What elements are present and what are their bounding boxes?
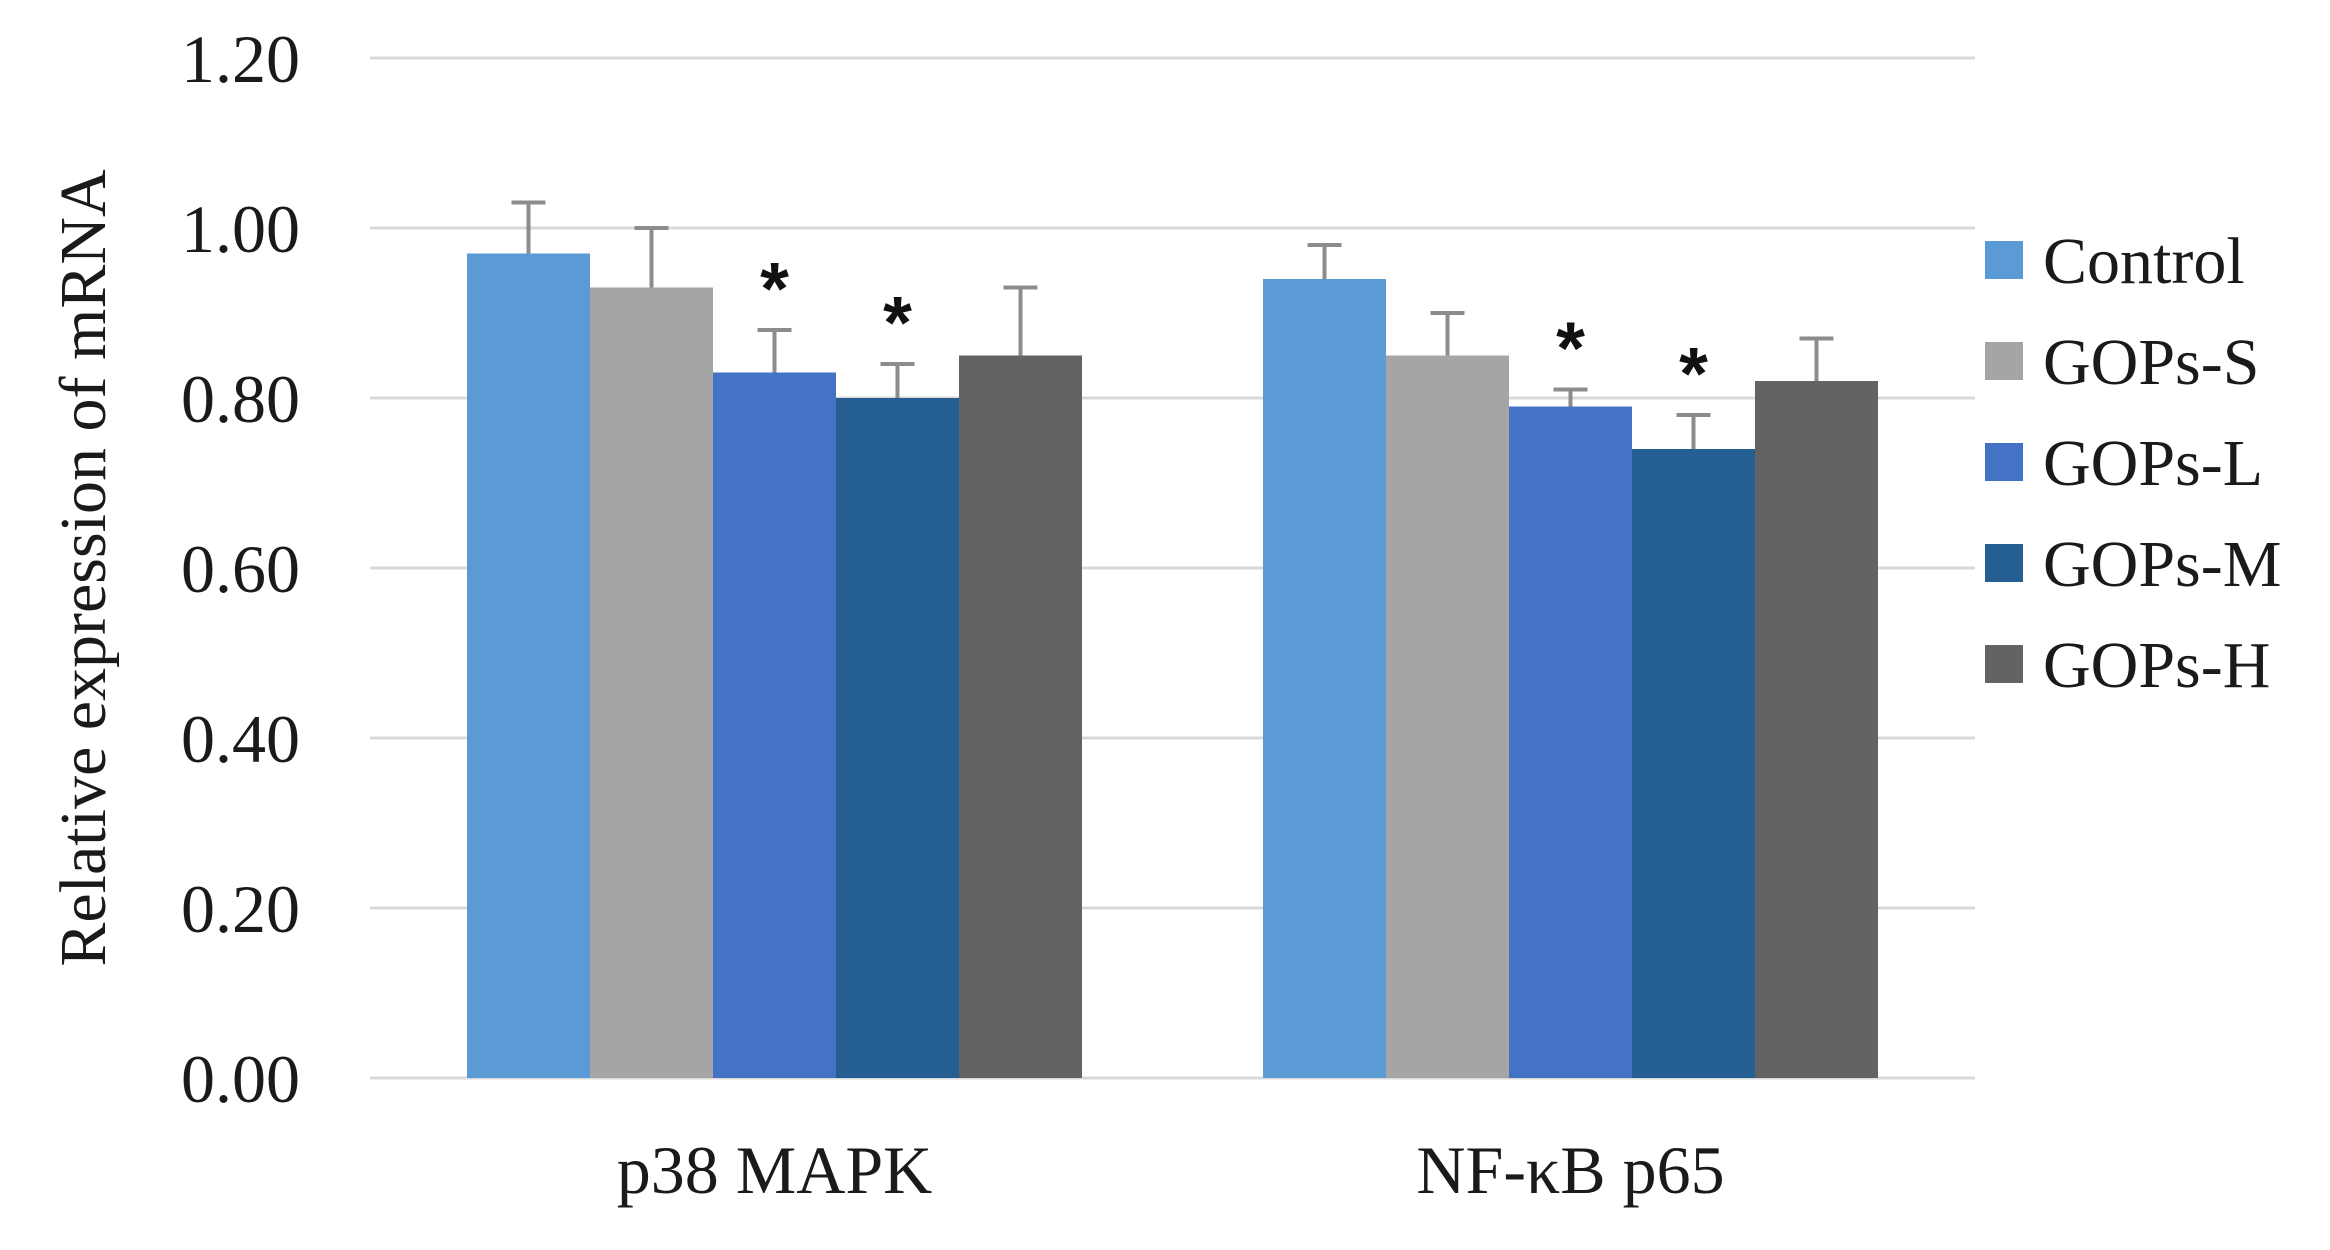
x-category-label: p38 MAPK	[617, 1132, 933, 1208]
bars	[467, 253, 1878, 1078]
legend-label: GOPs-L	[2043, 427, 2263, 500]
legend-swatch	[1985, 342, 2023, 380]
legend-label: GOPs-S	[2043, 326, 2259, 399]
x-category-label: NF-κB p65	[1416, 1132, 1724, 1208]
bar-gops-l-0	[713, 372, 836, 1078]
y-axis-ticks: 0.00 0.20 0.40 0.60 0.80 1.00 1.20	[181, 21, 300, 1117]
y-axis-title: Relative expression of mRNA	[47, 169, 120, 967]
x-axis-categories: p38 MAPK NF-κB p65	[617, 1132, 1725, 1208]
bar-gops-l-1	[1509, 406, 1632, 1078]
significance-asterisk: *	[1679, 332, 1708, 415]
y-tick-label: 0.00	[181, 1041, 300, 1117]
bar-gops-s-0	[590, 287, 713, 1078]
y-tick-label: 0.20	[181, 871, 300, 947]
legend-swatch	[1985, 645, 2023, 683]
legend-label: GOPs-M	[2043, 528, 2281, 601]
error-bars	[511, 200, 1834, 449]
bar-gops-m-1	[1632, 449, 1755, 1078]
legend-swatch	[1985, 241, 2023, 279]
significance-markers: * * * *	[760, 247, 1708, 415]
y-tick-label: 1.20	[181, 21, 300, 97]
y-tick-label: 0.80	[181, 361, 300, 437]
legend-label: GOPs-H	[2043, 629, 2270, 702]
significance-asterisk: *	[1556, 307, 1585, 390]
bar-control-0	[467, 253, 590, 1078]
bar-gops-m-0	[836, 398, 959, 1078]
legend-label: Control	[2043, 225, 2245, 298]
bar-gops-h-0	[959, 355, 1082, 1078]
bar-control-1	[1263, 279, 1386, 1078]
legend-swatch	[1985, 544, 2023, 582]
y-tick-label: 0.40	[181, 701, 300, 777]
significance-asterisk: *	[760, 247, 789, 330]
bar-gops-h-1	[1755, 381, 1878, 1078]
legend: Control GOPs-S GOPs-L GOPs-M GOPs-H	[1985, 225, 2281, 702]
y-tick-label: 1.00	[181, 191, 300, 267]
bar-gops-s-1	[1386, 355, 1509, 1078]
y-tick-label: 0.60	[181, 531, 300, 607]
significance-asterisk: *	[883, 281, 912, 364]
legend-swatch	[1985, 443, 2023, 481]
